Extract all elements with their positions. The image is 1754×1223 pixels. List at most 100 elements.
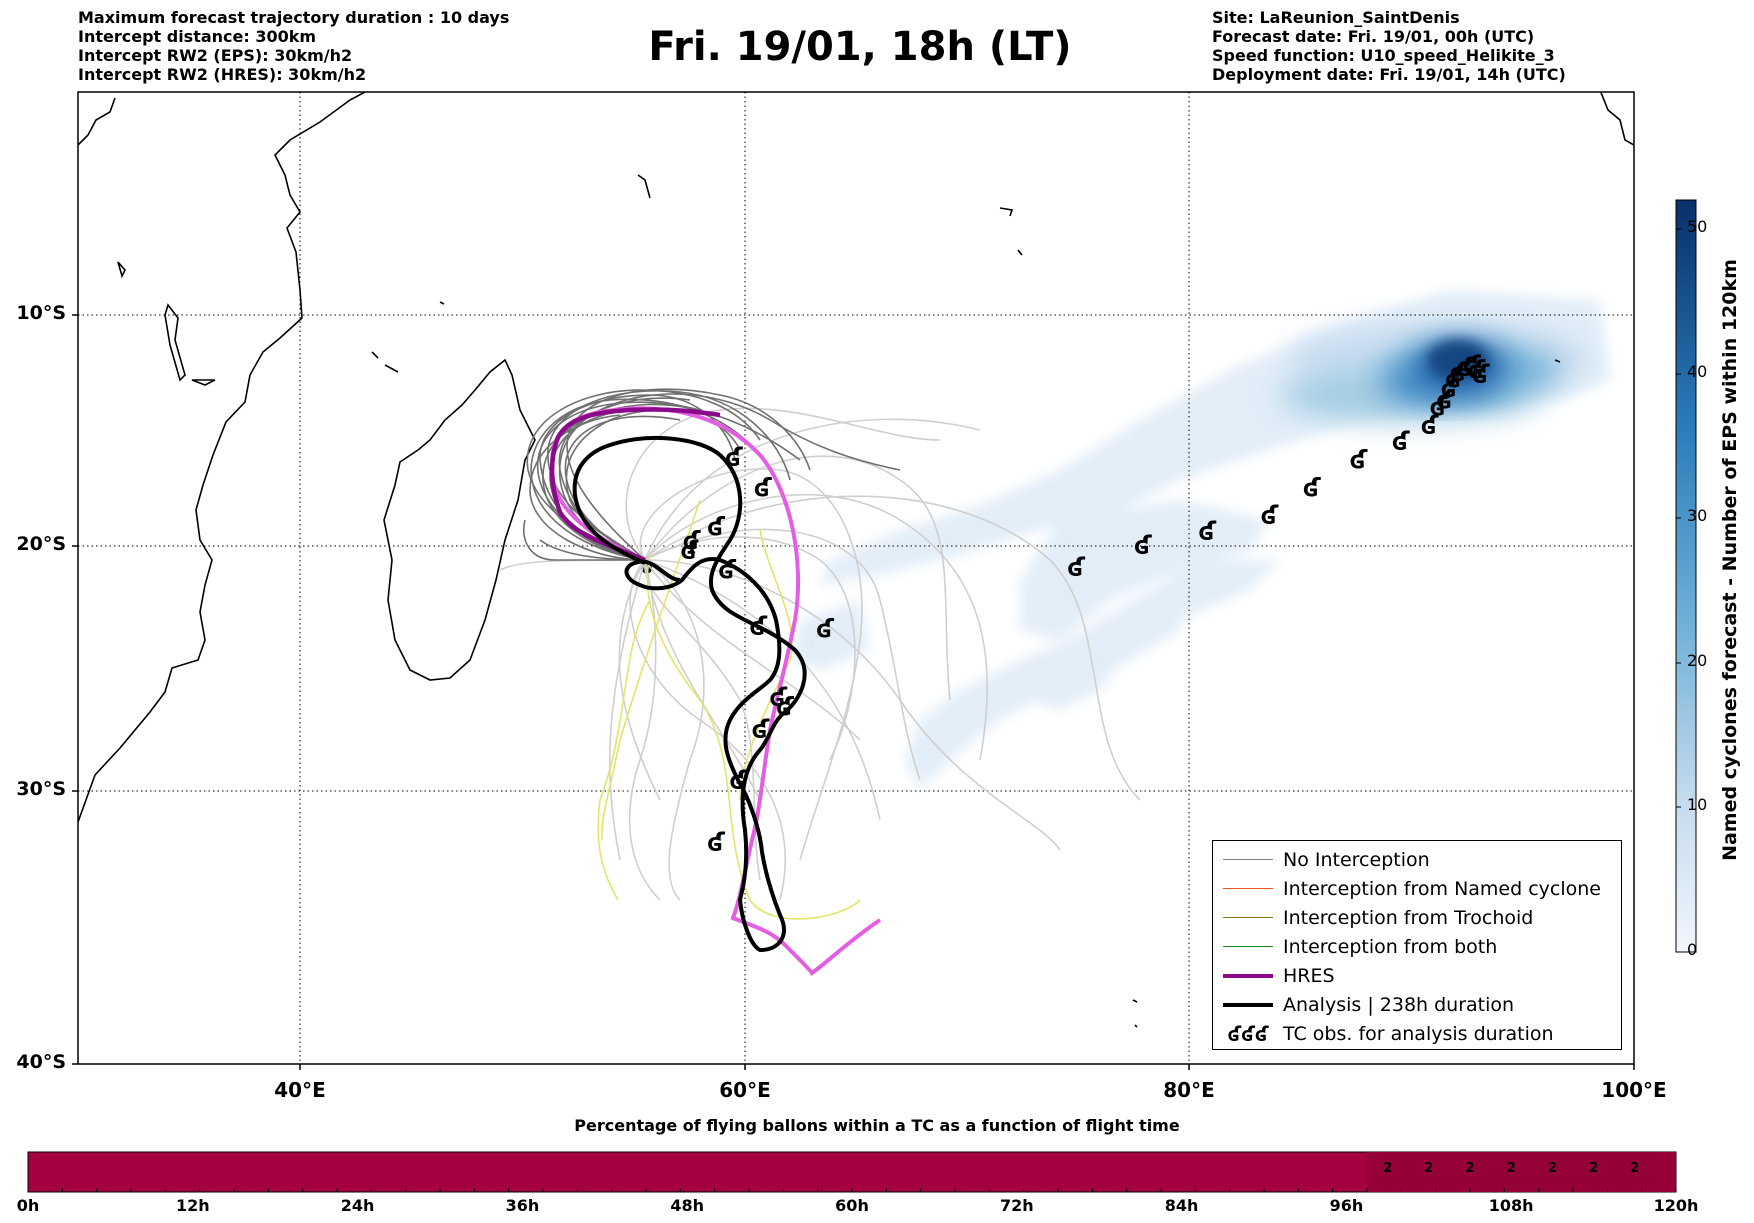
flight-time-cell-value: 2 [1424,1161,1434,1176]
lat-label-10s: 10°S [16,302,66,324]
flight-time-cell-value: 2 [1630,1161,1640,1176]
tc-obs-symbol: ʛ [1449,358,1468,388]
tc-obs-symbol: ʛ [1441,374,1460,404]
header-info-line: Site: LaReunion_SaintDenis [1212,8,1460,27]
map-gridlines [78,92,1634,1064]
legend-label: Interception from Trochoid [1283,907,1534,929]
legend-item: ʛʛʛ TC obs. for analysis duration [1213,1021,1554,1047]
tc-obs-symbol: ʛ [1456,353,1475,383]
flight-time-label: 96h [1329,1196,1364,1215]
tc-obs-symbol: ʛ [1198,517,1217,547]
tc-obs-symbol: ʛ [769,683,788,713]
lat-label-30s: 30°S [16,778,66,800]
flight-time-cell-value: 2 [1547,1161,1557,1176]
colorbar-tick: 40 [1687,362,1708,381]
flight-time-label: 48h [670,1196,705,1215]
header-info-line: Intercept RW2 (HRES): 30km/h2 [78,65,367,84]
cyclone-symbol-icon: ʛʛʛ [1227,1022,1269,1046]
olive-line-icon [1223,917,1273,918]
flight-time-label: 24h [340,1196,375,1215]
flight-time-bar [27,1151,1677,1193]
tc-obs-symbol: ʛ [1421,411,1440,441]
flight-time-label: 84h [1164,1196,1199,1215]
flight-time-label: 0h [16,1196,40,1215]
orange-line-icon [1223,888,1273,889]
hres-forecast-track [550,406,882,976]
flight-time-label: 36h [505,1196,540,1215]
tc-obs-symbol: ʛ [1472,360,1491,390]
tc-obs-symbol: ʛ [754,473,773,503]
africa-coastline [78,92,366,823]
flight-time-cell-value: 2 [1383,1161,1393,1176]
legend-item: Analysis | 238h duration [1213,992,1514,1018]
legend-label: Analysis | 238h duration [1283,994,1515,1016]
colorbar [1675,199,1697,953]
tc-obs-symbol: ʛ [1303,473,1322,503]
flight-time-bar-title: Percentage of flying ballons within a TC… [574,1116,1180,1135]
colorbar-tick: 10 [1687,795,1708,814]
tc-obs-symbol: ʛ [1467,355,1486,385]
tc-obs-symbol: ʛ [1349,446,1368,476]
map-legend: No Interception Interception from Named … [1212,840,1622,1050]
madagascar-coastline [383,358,536,681]
colorbar-tick: 30 [1687,506,1708,525]
legend-label: TC obs. for analysis duration [1283,1023,1554,1045]
legend-item: Interception from Trochoid [1213,905,1533,931]
tc-obs-symbol: ʛ [707,513,726,543]
trochoid-trajectories [597,499,861,920]
header-info-left: Maximum forecast trajectory duration : 1… [78,8,509,84]
tc-obs-symbol: ʛ [1445,365,1464,395]
header-info-line: Speed function: U10_speed_Helikite_3 [1212,46,1555,65]
tc-obs-symbol: ʛ [729,766,748,796]
header-info-line: Intercept distance: 300km [78,27,317,46]
axis-ticks [72,314,1635,1070]
legend-label: Interception from both [1283,936,1498,958]
tc-obs-symbol: ʛ [725,443,744,473]
tc-obs-symbol: ʛ [707,828,726,858]
black-thick-line-icon [1223,1003,1273,1007]
tc-obs-symbol: ʛ [718,556,737,586]
legend-item: No Interception [1213,847,1430,873]
header-info-right: Site: LaReunion_SaintDenis Forecast date… [1212,8,1566,84]
legend-label: No Interception [1283,849,1430,871]
green-line-icon [1223,946,1273,947]
analysis-track [572,435,807,953]
flight-time-label: 120h [1653,1196,1699,1215]
flight-time-label: 108h [1488,1196,1534,1215]
flight-time-label: 60h [835,1196,869,1215]
flight-time-cell-value: 2 [1589,1161,1599,1176]
tc-obs-symbol: ʛ [1429,392,1448,422]
tc-obs-symbol: ʛ [1463,351,1482,381]
colorbar-tick: 0 [1687,940,1698,959]
tc-obs-symbol: ʛ [1134,531,1153,561]
tc-obs-symbol: ʛ [816,614,835,644]
legend-label: HRES [1283,965,1335,987]
coastlines [78,92,1634,1028]
legend-item: HRES [1213,963,1335,989]
lat-label-20s: 20°S [16,533,66,555]
legend-label: Interception from Named cyclone [1283,878,1601,900]
colorbar-tick: 50 [1687,217,1708,236]
tc-obs-symbol: ʛ [749,612,768,642]
tc-obs-symbol: ʛ [680,536,699,566]
flight-time-label: 12h [175,1196,210,1215]
purple-thick-line-icon [1223,974,1273,978]
hres-track [549,407,721,563]
flight-time-cell-value: 2 [1506,1161,1516,1176]
gray-line-icon [1223,859,1273,860]
tc-obs-symbol: ʛ [1261,501,1280,531]
lat-label-40s: 40°S [16,1051,66,1073]
lon-label-100e: 100°E [1601,1078,1667,1102]
page-title: Fri. 19/01, 18h (LT) [648,24,1072,70]
colorbar-label: Named cyclones forecast - Number of EPS … [1719,259,1741,861]
eps-density-field [790,290,1610,790]
tc-obs-symbol: ʛ [683,526,702,556]
tc-obs-symbol: ʛ [776,693,795,723]
tc-obs-symbol: ʛ [752,715,771,745]
lon-label-80e: 80°E [1163,1078,1215,1102]
ensemble-trajectories-dark [523,388,901,561]
flight-time-cell-value: 2 [1465,1161,1475,1176]
header-info-line: Deployment date: Fri. 19/01, 14h (UTC) [1212,65,1566,84]
